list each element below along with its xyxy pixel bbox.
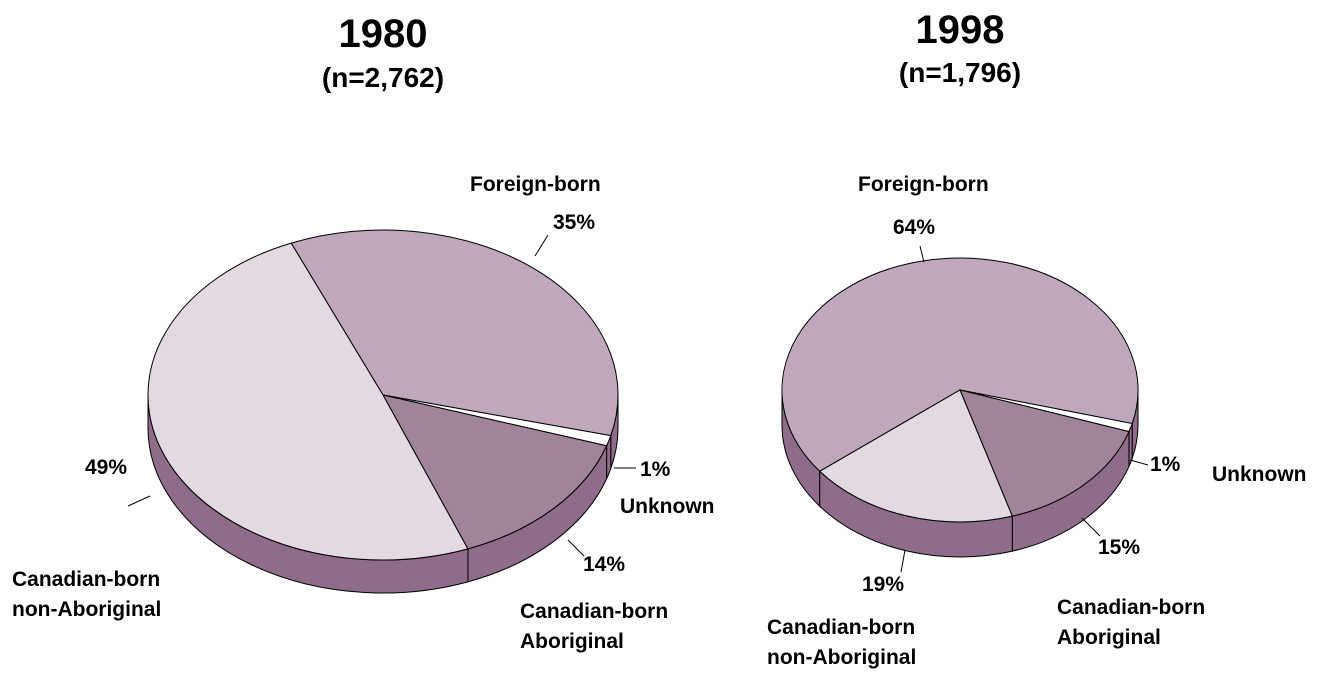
pie-slice	[382, 394, 608, 550]
slice-label: Foreign-born	[470, 173, 601, 196]
chart-title: 1998	[915, 8, 1005, 52]
leader-line	[919, 245, 925, 263]
slice-label: Canadian-born Aboriginal	[520, 600, 669, 653]
slice-label: Unknown	[1212, 463, 1307, 486]
leader-line	[900, 549, 906, 573]
chart-subtitle: (n=1,796)	[898, 57, 1022, 88]
slice-label: Foreign-born	[858, 173, 989, 196]
value-label: 19%	[862, 573, 905, 596]
value-label: 1%	[640, 458, 671, 481]
value-label: 64%	[893, 216, 936, 239]
value-label: 15%	[1098, 536, 1141, 559]
slice-label: Unknown	[620, 495, 715, 518]
value-label: 35%	[553, 211, 596, 234]
slice-label: Canadian-born Aboriginal	[1057, 596, 1206, 649]
chart-subtitle: (n=2,762)	[321, 62, 445, 93]
pie-slice	[818, 389, 1013, 523]
leader-line	[1129, 459, 1149, 466]
slice-label: Canadian-born non-Aboriginal	[767, 616, 917, 669]
pie-slice	[147, 242, 469, 561]
leader-line	[534, 234, 549, 257]
leader-line	[1081, 517, 1101, 537]
slice-label: Canadian-born non-Aboriginal	[12, 568, 162, 621]
pie-slice	[290, 229, 619, 437]
value-label: 14%	[583, 553, 626, 576]
value-label: 49%	[85, 456, 128, 479]
value-label: 1%	[1150, 453, 1181, 476]
pie-slice	[959, 389, 1130, 517]
chart-title: 1980	[338, 12, 428, 56]
leader-line	[127, 495, 151, 507]
leader-line	[567, 539, 585, 557]
